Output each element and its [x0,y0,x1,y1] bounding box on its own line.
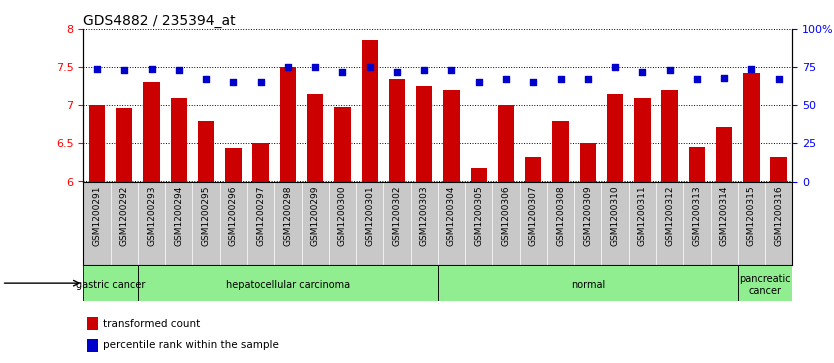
Text: GSM1200313: GSM1200313 [692,186,701,246]
Point [717,75,731,81]
Point [636,69,649,75]
Text: pancreatic
cancer: pancreatic cancer [739,274,791,296]
Point [772,77,786,82]
Bar [143,82,160,182]
Text: GSM1200298: GSM1200298 [284,186,293,246]
Point [608,64,621,70]
Point [145,66,158,72]
Bar [334,107,350,182]
Point [90,66,103,72]
Text: GSM1200297: GSM1200297 [256,186,265,246]
Bar [689,147,705,182]
Bar [444,90,460,182]
Bar [552,121,569,182]
Bar [661,90,678,182]
Bar [225,148,242,182]
Point [554,77,567,82]
Bar [253,143,269,182]
Point [581,77,595,82]
Point [691,77,704,82]
Text: GSM1200304: GSM1200304 [447,186,456,246]
Bar [738,265,792,301]
Text: GSM1200307: GSM1200307 [529,186,538,246]
Bar [743,73,760,182]
Text: hepatocellular carcinoma: hepatocellular carcinoma [226,280,350,290]
Bar [634,98,651,182]
Text: GSM1200300: GSM1200300 [338,186,347,246]
Bar [87,339,98,352]
Bar [607,94,623,182]
Text: GSM1200311: GSM1200311 [638,186,647,246]
Text: GSM1200309: GSM1200309 [583,186,592,246]
Bar [361,41,378,182]
Point [254,79,267,85]
Point [227,79,240,85]
Text: GSM1200306: GSM1200306 [501,186,510,246]
Point [281,64,294,70]
Bar [83,265,138,301]
Text: GSM1200314: GSM1200314 [720,186,729,246]
Bar [138,265,438,301]
Point [336,69,349,75]
Text: GSM1200308: GSM1200308 [556,186,565,246]
Bar [279,67,296,182]
Point [663,67,676,73]
Point [500,77,513,82]
Bar [171,98,187,182]
Bar [116,107,133,182]
Bar [470,168,487,182]
Bar [498,105,515,182]
Point [309,64,322,70]
Text: GDS4882 / 235394_at: GDS4882 / 235394_at [83,14,236,28]
Point [418,67,431,73]
Bar [89,105,105,182]
Text: GSM1200295: GSM1200295 [202,186,211,246]
Point [390,69,404,75]
Text: GSM1200296: GSM1200296 [229,186,238,246]
Text: GSM1200294: GSM1200294 [174,186,183,246]
Text: GSM1200305: GSM1200305 [475,186,483,246]
Text: GSM1200312: GSM1200312 [665,186,674,246]
Bar [416,86,432,182]
Point [118,67,131,73]
Text: GSM1200292: GSM1200292 [120,186,128,246]
Text: GSM1200291: GSM1200291 [93,186,102,246]
Text: normal: normal [570,280,605,290]
Text: GSM1200293: GSM1200293 [147,186,156,246]
Text: GSM1200303: GSM1200303 [420,186,429,246]
Point [172,67,185,73]
Bar [771,157,786,182]
Point [526,79,540,85]
Bar [87,317,98,330]
Point [363,64,376,70]
Text: GSM1200299: GSM1200299 [310,186,319,246]
Text: GSM1200302: GSM1200302 [393,186,401,246]
Bar [580,143,596,182]
Text: GSM1200315: GSM1200315 [747,186,756,246]
Bar [716,127,732,182]
Text: GSM1200316: GSM1200316 [774,186,783,246]
Text: GSM1200301: GSM1200301 [365,186,374,246]
Bar [389,79,405,182]
Text: GSM1200310: GSM1200310 [610,186,620,246]
Text: gastric cancer: gastric cancer [76,280,145,290]
Bar [198,121,214,182]
Point [745,66,758,72]
Point [199,77,213,82]
Text: transformed count: transformed count [103,319,200,329]
Bar [307,94,324,182]
Point [472,79,485,85]
Point [445,67,458,73]
Bar [438,265,738,301]
Text: percentile rank within the sample: percentile rank within the sample [103,340,279,350]
Bar [525,157,541,182]
